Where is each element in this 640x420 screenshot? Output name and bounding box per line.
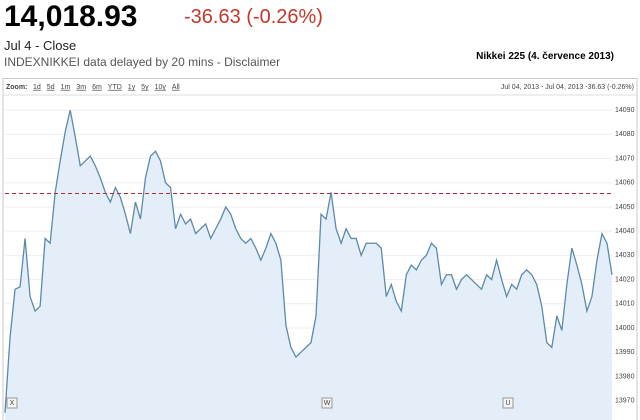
price-line (4, 109, 613, 413)
close-date: Jul 4 - Close (4, 38, 77, 53)
zoom-option[interactable]: 1y (128, 84, 136, 91)
y-tick-label: 14040 (615, 228, 635, 235)
y-tick-label: 13980 (615, 373, 635, 380)
flag-box (321, 397, 333, 409)
flag[interactable]: W (324, 400, 331, 407)
y-tick-label: 14010 (615, 301, 635, 308)
price-change: -36.63 (-0.26%) (184, 6, 323, 28)
price: 14,018.93 (4, 0, 138, 33)
zoom-option[interactable]: 5y (141, 84, 149, 91)
y-tick-label: 14060 (615, 180, 635, 187)
y-tick-label: 13970 (615, 397, 635, 404)
zoom-option[interactable]: 1m (61, 84, 71, 91)
y-tick-label: 14050 (615, 204, 635, 211)
y-tick-label: 14070 (615, 155, 635, 162)
zoom-option[interactable]: 5d (47, 84, 55, 91)
flag[interactable]: X (10, 400, 15, 407)
flag-box (502, 397, 514, 409)
y-tick-label: 14030 (615, 252, 635, 259)
y-tick-label: 14000 (615, 325, 635, 332)
flag-box (6, 397, 18, 409)
zoom-option[interactable]: 1d (33, 84, 41, 91)
zoom-option[interactable]: 3m (76, 84, 86, 91)
chart-title: Nikkei 225 (4. července 2013) (476, 51, 614, 62)
y-tick-label: 14080 (615, 131, 635, 138)
y-tick-label: 14020 (615, 276, 635, 283)
delay-note: INDEXNIKKEI data delayed by 20 mins - Di… (4, 55, 281, 69)
y-tick-label: 13990 (615, 349, 635, 356)
zoom-option[interactable]: YTD (108, 84, 122, 91)
zoom-option[interactable]: All (172, 84, 180, 91)
flag[interactable]: U (505, 400, 510, 407)
range-info: Jul 04, 2013 - Jul 04, 2013 -36.63 (-0.2… (501, 84, 634, 91)
zoom-option[interactable]: 10y (155, 84, 167, 91)
zoom-label: Zoom: (6, 84, 27, 91)
y-tick-label: 14090 (615, 107, 635, 114)
area (5, 110, 612, 420)
chart: Zoom: Jul 04, 2013 - Jul 04, 2013 -36.63… (2, 78, 638, 420)
zoom-option[interactable]: 6m (92, 84, 102, 91)
